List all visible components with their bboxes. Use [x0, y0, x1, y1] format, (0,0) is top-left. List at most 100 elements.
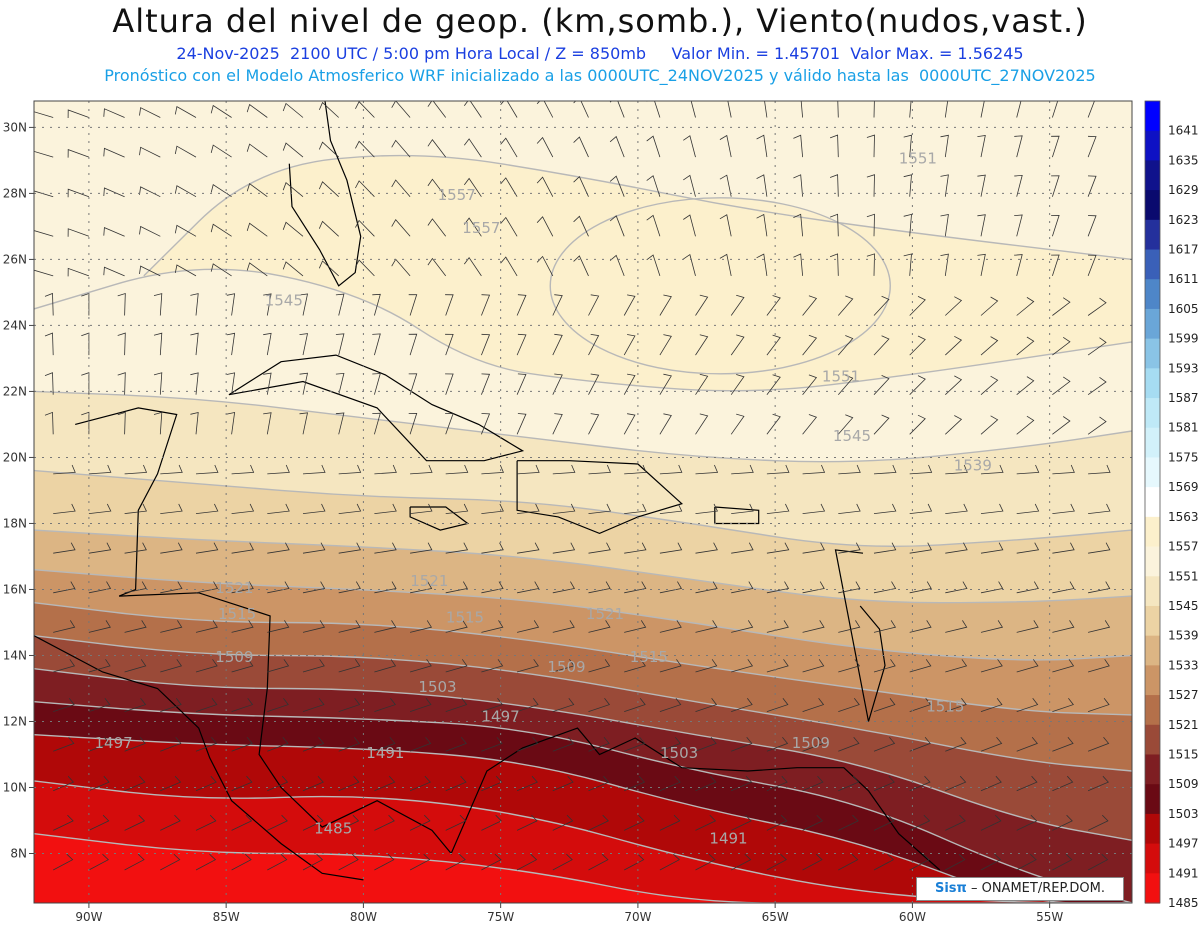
wind-barb	[481, 659, 504, 673]
wind-barb	[409, 853, 431, 871]
wind-barb	[1052, 853, 1073, 871]
wind-barb	[1087, 175, 1097, 197]
wind-barb	[302, 659, 325, 673]
wind-barb	[263, 372, 272, 395]
wind-barb	[445, 581, 468, 594]
wind-barb	[81, 411, 90, 435]
wind-barb	[1087, 416, 1107, 435]
wind-barb	[909, 698, 932, 712]
wind-barb	[481, 503, 504, 514]
wind-barb	[124, 736, 146, 752]
colorbar-swatch	[1145, 190, 1160, 221]
wind-barb	[573, 215, 589, 237]
wind-barb	[374, 814, 395, 831]
wind-barb	[552, 413, 563, 435]
wind-barb	[481, 698, 503, 712]
wind-barb	[588, 503, 612, 514]
wind-barb	[391, 101, 411, 118]
wind-barb	[727, 101, 732, 118]
x-tick-label: 85W	[213, 910, 240, 924]
wind-barb	[838, 620, 861, 633]
wind-barb	[659, 698, 682, 712]
wind-barb	[909, 775, 931, 792]
y-tick-label: 22N	[3, 384, 27, 398]
wind-barb	[695, 814, 717, 831]
wind-barb	[646, 175, 661, 197]
wind-barb	[659, 542, 683, 554]
wind-barb	[552, 464, 576, 475]
wind-barb	[67, 109, 90, 119]
wind-barb	[1087, 775, 1109, 792]
wind-barb	[909, 659, 932, 673]
wind-barb	[1016, 775, 1038, 792]
wind-barb	[374, 775, 396, 792]
wind-barb	[624, 698, 646, 712]
wind-barb	[1016, 853, 1037, 871]
contour-label: 1509	[547, 658, 585, 676]
wind-barb	[536, 255, 554, 277]
wind-barb	[231, 620, 254, 633]
wind-barb	[873, 295, 890, 316]
longitude-axis: 90W 85W 80W 75W 70W 65W 60W 55W	[75, 903, 1063, 924]
wind-barb	[267, 581, 290, 594]
wind-barb	[231, 542, 255, 554]
wind-barb	[802, 295, 818, 316]
wind-barb	[873, 375, 890, 395]
colorbar-swatch	[1145, 427, 1160, 459]
wind-barb	[766, 814, 788, 831]
wind-barb	[516, 659, 539, 673]
contour-label: 1497	[482, 708, 520, 726]
wind-barb	[588, 659, 611, 673]
wind-barb	[302, 814, 324, 831]
colorbar-swatch	[1145, 843, 1160, 874]
wind-barb	[624, 542, 647, 554]
wind-barb	[160, 698, 182, 712]
wind-barb	[873, 736, 896, 752]
coastline-0	[288, 101, 362, 287]
wind-barb	[609, 254, 625, 277]
wind-barb	[1052, 814, 1073, 831]
wind-barb	[802, 374, 818, 395]
wind-barb	[409, 736, 432, 752]
contour-label: 1491	[709, 830, 747, 848]
contour-label: 1503	[418, 678, 456, 696]
wind-barb	[409, 698, 432, 712]
wind-barb	[766, 503, 790, 514]
contour-1509	[34, 668, 1132, 841]
wind-barb	[374, 542, 397, 554]
x-tick-label: 90W	[75, 910, 102, 924]
x-tick-label: 60W	[899, 910, 926, 924]
wind-barb	[374, 581, 397, 594]
wind-barb	[445, 503, 469, 514]
contour-label: 1515	[218, 605, 256, 623]
wind-barb	[355, 180, 375, 197]
wind-barb	[829, 213, 839, 237]
wind-barb	[88, 464, 112, 475]
wind-barb	[837, 335, 854, 356]
wind-barb	[909, 736, 931, 752]
wind-barb	[766, 334, 781, 356]
wind-barb	[940, 174, 949, 197]
wind-barb	[731, 853, 752, 871]
wind-barb	[552, 503, 576, 514]
wind-barb	[427, 218, 447, 237]
wind-barb	[53, 814, 74, 831]
wind-barb	[103, 108, 125, 118]
wind-barb	[695, 659, 718, 673]
wind-barb	[756, 213, 768, 237]
contour-lines	[34, 154, 1132, 903]
wind-barb	[481, 814, 502, 831]
wind-barb	[1016, 376, 1035, 396]
wind-barb	[53, 853, 74, 871]
colorbar-swatch	[1145, 605, 1160, 637]
wind-barb	[909, 464, 933, 475]
wind-barb	[756, 253, 768, 276]
contour-label: 1509	[215, 648, 253, 666]
wind-barb	[1052, 297, 1071, 316]
colorbar-swatch	[1145, 368, 1160, 399]
wind-barb	[945, 581, 968, 594]
colorbar-label: 1575	[1168, 450, 1199, 464]
wind-barb	[302, 542, 326, 554]
wind-barb	[588, 294, 600, 316]
wind-barb	[408, 412, 418, 435]
